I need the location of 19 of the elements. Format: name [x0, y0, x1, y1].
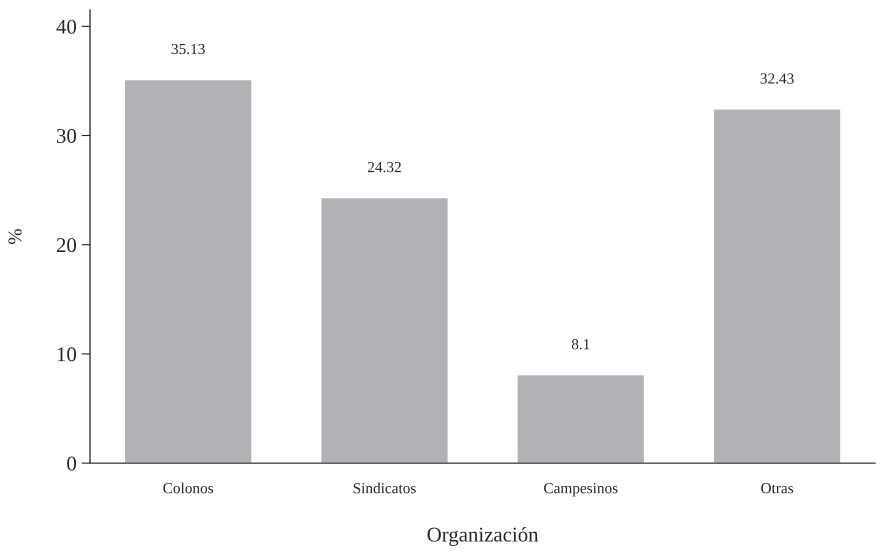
x-tick-label: Colonos	[163, 482, 214, 494]
bar	[516, 374, 646, 464]
y-tick-label: 0	[67, 456, 76, 471]
bar	[712, 108, 842, 464]
y-tick-label: 40	[56, 20, 76, 34]
x-tick-label: Otras	[761, 483, 794, 494]
data-label: 8.1	[572, 339, 590, 350]
y-tick-label: 10	[58, 347, 76, 362]
x-tick-label: Campesinos	[544, 483, 618, 496]
y-axis-title: %	[8, 229, 22, 244]
x-tick-label: Sindicatos	[354, 482, 416, 494]
data-label: 35.13	[172, 44, 205, 54]
y-tick-label: 30	[56, 128, 76, 143]
data-label: 24.32	[368, 162, 401, 172]
bar	[320, 196, 449, 464]
bar	[124, 78, 253, 464]
data-label: 32.43	[760, 73, 794, 84]
x-axis-title: Organización	[428, 526, 538, 546]
y-tick-label: 20	[56, 238, 76, 252]
